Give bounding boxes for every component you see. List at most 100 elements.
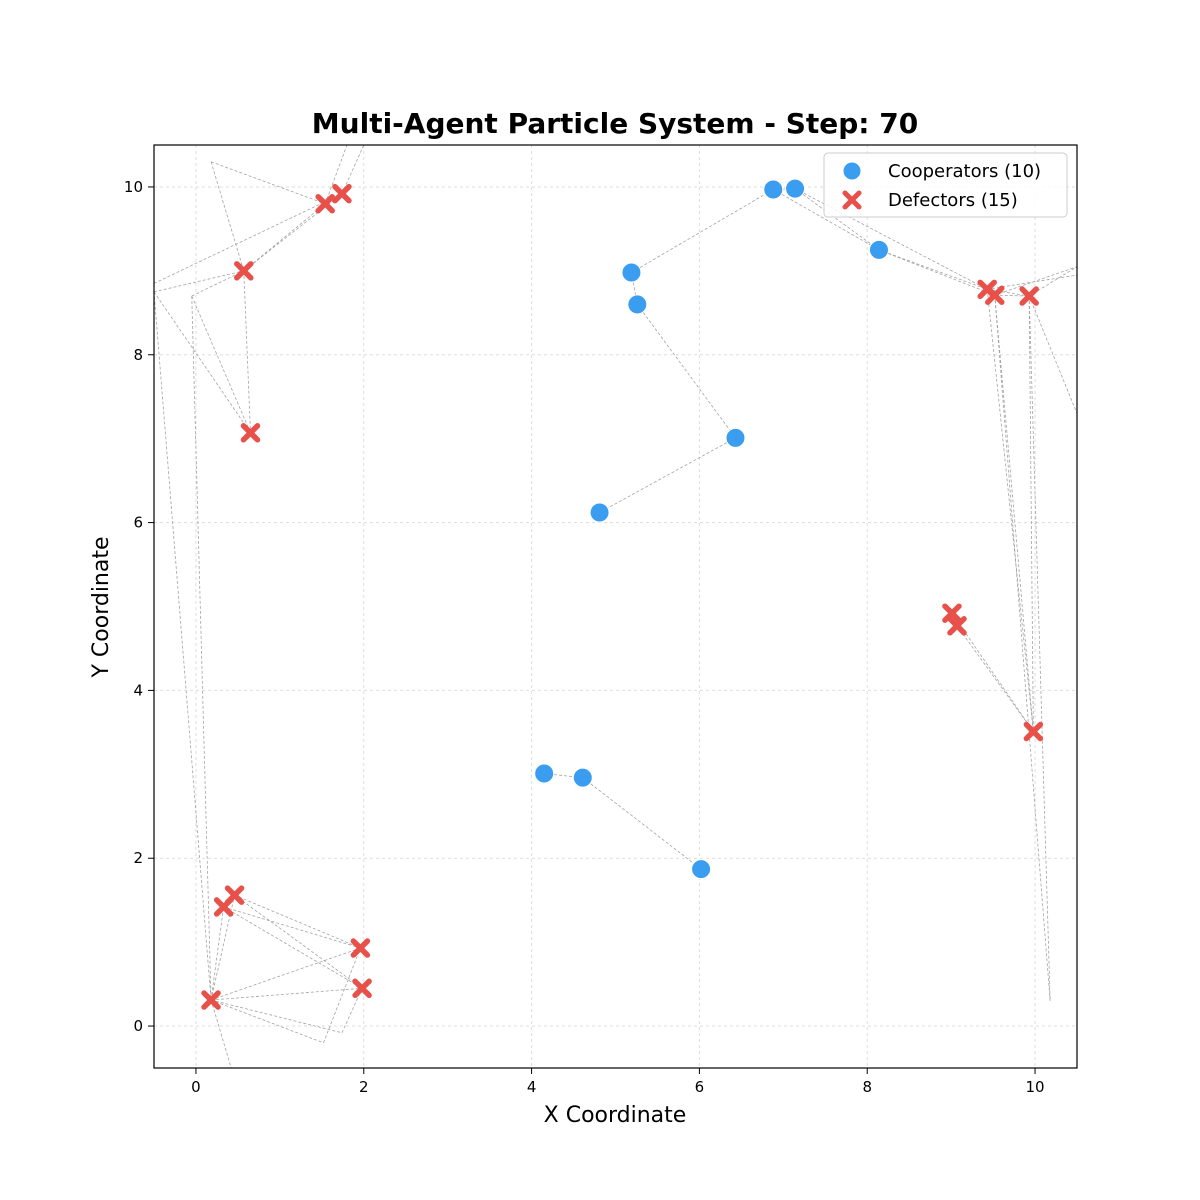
defector-point (352, 978, 372, 999)
connection-line (1028, 266, 1077, 297)
defector-stroke (350, 938, 371, 958)
legend: Cooperators (10) Defectors (15) (823, 152, 1068, 218)
defector-point (213, 897, 234, 917)
defector-stroke (947, 616, 967, 636)
connection-line (154, 270, 244, 293)
connection-line (243, 270, 251, 433)
x-tick-label: 4 (527, 1078, 537, 1096)
defector-point (350, 938, 371, 958)
y-tick-label: 2 (133, 849, 143, 867)
defector-stroke (240, 423, 261, 443)
defector-point (201, 990, 221, 1010)
connection-line (994, 295, 1034, 732)
connection-line (986, 289, 1034, 732)
connection-line (1028, 295, 1077, 414)
defector-stroke (332, 183, 352, 204)
connection-line (599, 437, 736, 513)
connection-line (223, 906, 361, 949)
grid (154, 145, 1077, 1068)
connection-line (234, 894, 361, 949)
cooperator-point (763, 179, 784, 200)
defector-stroke (352, 978, 372, 999)
connection-line (878, 249, 988, 290)
connection-line (1028, 296, 1034, 732)
defector-stroke (1023, 721, 1044, 742)
cooperator-point (572, 767, 593, 788)
connection-line (154, 291, 212, 1001)
connection-line (154, 291, 251, 434)
connection-line (636, 304, 736, 439)
legend-defectors-marker (842, 190, 862, 210)
connection-line (210, 999, 324, 1044)
defector-point (332, 183, 352, 204)
legend-box (823, 152, 1068, 218)
y-tick-label: 10 (124, 178, 143, 196)
cooperator-point (589, 502, 610, 523)
connection-line (341, 145, 365, 194)
connection-line (243, 203, 326, 272)
x-tick-label: 6 (695, 1078, 705, 1096)
defector-stroke (985, 285, 1005, 305)
defector-point (985, 285, 1005, 305)
defector-stroke (1019, 286, 1039, 306)
connection-line (1028, 296, 1051, 1001)
connection-line (191, 296, 212, 1001)
x-tick-label: 8 (862, 1078, 872, 1096)
defector-stroke (201, 990, 221, 1010)
connection-line (210, 895, 235, 1001)
defector-point (240, 423, 261, 443)
connection-line (210, 906, 225, 1001)
connection-line (994, 294, 1030, 297)
connection-line (341, 988, 363, 1033)
chart-title: Multi-Agent Particle System - Step: 70 (312, 107, 918, 140)
connection-line (631, 189, 774, 273)
connection-line (951, 612, 1034, 732)
connection-line (210, 999, 343, 1034)
connection-line (223, 906, 363, 989)
x-tick-label: 0 (191, 1078, 201, 1096)
connection-line (210, 161, 245, 271)
defector-stroke (213, 897, 234, 917)
legend-cooperators-marker (842, 161, 862, 181)
defector-point (315, 193, 335, 214)
legend-defectors-label: Defectors (15) (888, 190, 1018, 211)
x-axis-label: X Coordinate (544, 1103, 687, 1128)
connection-line (234, 894, 363, 989)
cooperator-point (627, 294, 648, 315)
defector-stroke (234, 261, 254, 281)
y-tick-label: 4 (133, 681, 143, 699)
y-tick-label: 6 (133, 514, 143, 532)
axes: 0 2 4 6 8 10 0 2 4 6 8 10 (124, 144, 1078, 1096)
defector-stroke (315, 193, 335, 214)
data-markers (201, 178, 1044, 1010)
connection-line (987, 288, 1030, 297)
cooperator-point (534, 763, 555, 784)
connection-line (773, 189, 880, 251)
cooperator-point (691, 859, 712, 880)
x-tick-label: 2 (359, 1078, 369, 1096)
connection-line (210, 947, 361, 1001)
connection-line (773, 188, 796, 190)
connection-line (210, 161, 326, 205)
defector-point (1019, 286, 1039, 306)
connection-line (324, 145, 348, 204)
connection-line (994, 295, 1051, 1001)
defector-point (1023, 721, 1044, 742)
y-axis-label: Y Coordinate (89, 536, 114, 678)
x-tick-label: 10 (1025, 1078, 1044, 1096)
cooperator-point (868, 239, 889, 260)
cooperator-point (725, 427, 746, 448)
y-tick-label: 8 (133, 346, 143, 364)
connection-line (956, 625, 1034, 732)
connection-lines (154, 145, 1077, 1068)
connection-line (210, 999, 232, 1068)
y-tick-label: 0 (133, 1017, 143, 1035)
defector-point (942, 603, 962, 623)
cooperator-point (621, 262, 642, 283)
connection-line (323, 947, 361, 1043)
plot-frame (153, 144, 1078, 1069)
connection-line (794, 188, 880, 251)
legend-cooperators-label: Cooperators (10) (888, 161, 1041, 182)
cooperator-point (785, 178, 806, 199)
